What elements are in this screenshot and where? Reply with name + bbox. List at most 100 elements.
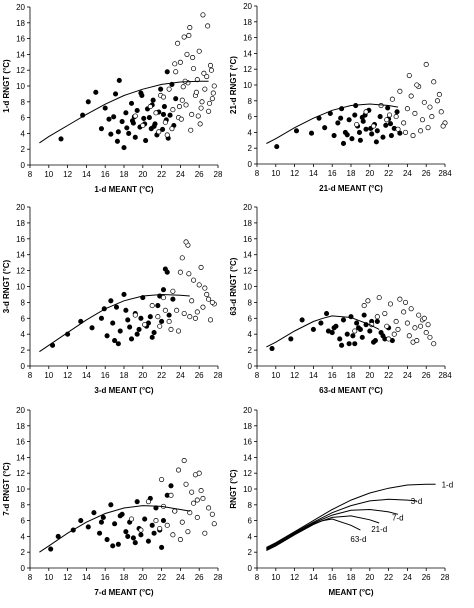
- y-tick-label: 4: [248, 532, 253, 541]
- y-tick-label: 10: [16, 485, 25, 494]
- data-point-open: [376, 295, 382, 301]
- data-point-filled: [117, 513, 123, 519]
- data-point-open: [138, 527, 144, 533]
- data-point-filled: [115, 541, 121, 547]
- data-point-open: [179, 97, 185, 103]
- y-tick-label: 8: [21, 98, 26, 107]
- data-point-open: [202, 285, 208, 291]
- data-point-filled: [308, 130, 315, 136]
- data-point-open: [393, 114, 399, 120]
- data-point-filled: [346, 341, 352, 347]
- data-point-open: [191, 500, 197, 506]
- x-tick-label: 12: [290, 573, 299, 582]
- y-tick-label: 14: [243, 251, 252, 260]
- data-point-filled: [147, 314, 153, 320]
- x-tick-label: 26: [422, 573, 431, 582]
- data-point-filled: [102, 105, 108, 111]
- data-point-open: [166, 318, 172, 325]
- data-point-open: [211, 521, 217, 527]
- y-axis-label: 63-d RNGT (°C): [229, 257, 238, 315]
- x-tick-label: 10: [44, 573, 53, 582]
- data-point-open: [204, 73, 210, 80]
- x-tick-label: 18: [347, 371, 356, 380]
- data-point-open: [395, 326, 401, 332]
- data-point-open: [170, 107, 176, 113]
- curve-label-21-d: 21-d: [371, 525, 387, 534]
- data-point-open: [186, 271, 192, 277]
- data-point-filled: [129, 118, 136, 124]
- data-point-filled: [114, 138, 120, 144]
- y-axis-label: 7-d RNGT (°C): [2, 462, 11, 516]
- data-point-filled: [125, 533, 131, 539]
- curve-63-d: [266, 518, 361, 552]
- data-point-filled: [112, 91, 119, 97]
- data-point-filled: [394, 109, 400, 115]
- x-tick-label: 8: [255, 573, 260, 582]
- data-point-open: [178, 116, 184, 122]
- y-tick-label: 8: [21, 298, 26, 307]
- fit-curve: [39, 505, 190, 553]
- data-point-open: [206, 108, 212, 114]
- data-point-open: [196, 48, 202, 54]
- data-point-open: [204, 291, 210, 298]
- y-axis-label: 1-d RNGT (°C): [2, 59, 11, 113]
- data-point-open: [196, 282, 202, 288]
- y-tick-label: 20: [243, 406, 252, 415]
- y-tick-label: 4: [21, 330, 26, 339]
- x-tick-label: 24: [403, 573, 412, 582]
- data-point-open: [382, 310, 388, 317]
- data-point-open: [408, 306, 414, 312]
- x-tick-label: 28: [441, 573, 450, 582]
- y-tick-label: 4: [21, 532, 26, 541]
- data-point-open: [156, 129, 162, 135]
- data-point-open: [209, 299, 215, 305]
- y-tick-label: 18: [243, 219, 252, 228]
- data-point-open: [387, 301, 394, 307]
- y-tick-label: 20: [16, 406, 25, 415]
- data-point-filled: [128, 336, 135, 342]
- y-tick-label: 16: [16, 235, 25, 244]
- data-point-open: [412, 110, 418, 116]
- data-point-open: [180, 84, 186, 90]
- y-tick-label: 16: [16, 35, 25, 44]
- data-point-filled: [115, 129, 121, 135]
- x-tick-label: 8: [255, 169, 260, 178]
- data-point-open: [179, 519, 185, 525]
- data-point-filled: [274, 144, 280, 150]
- x-tick-label: 8: [28, 573, 33, 582]
- data-point-open: [186, 32, 192, 38]
- y-tick-label: 8: [248, 298, 253, 307]
- data-point-filled: [161, 103, 167, 110]
- data-point-open: [206, 505, 212, 511]
- data-point-filled: [324, 310, 330, 317]
- data-point-filled: [116, 77, 122, 84]
- data-point-open: [181, 310, 187, 317]
- y-tick-label: 12: [16, 267, 25, 276]
- data-point-open: [423, 61, 429, 68]
- x-tick-label: 14: [309, 169, 318, 178]
- x-tick-label: 24: [176, 371, 185, 380]
- data-point-open: [191, 66, 197, 72]
- x-tick-label: 20: [138, 170, 147, 179]
- data-point-filled: [350, 333, 356, 339]
- data-point-open: [195, 113, 201, 119]
- x-axis-label: MEANT (°C): [329, 588, 374, 597]
- data-point-open: [384, 117, 390, 123]
- data-point-filled: [168, 483, 174, 489]
- y-tick-label: 0: [21, 161, 26, 170]
- x-tick-label: 8: [28, 170, 33, 179]
- data-point-filled: [325, 328, 331, 334]
- data-point-filled: [331, 325, 337, 331]
- data-point-open: [169, 126, 175, 132]
- data-point-open: [429, 114, 435, 120]
- x-tick-label: 22: [384, 169, 393, 178]
- data-point-open: [395, 126, 401, 132]
- data-point-open: [164, 132, 170, 138]
- x-tick-label: 26: [195, 371, 204, 380]
- x-axis-label: 21-d MEANT (°C): [319, 184, 383, 193]
- data-point-filled: [374, 128, 380, 134]
- data-point-filled: [121, 145, 127, 151]
- data-point-open: [188, 127, 194, 133]
- y-tick-label: 12: [16, 66, 25, 75]
- y-tick-label: 20: [243, 2, 252, 11]
